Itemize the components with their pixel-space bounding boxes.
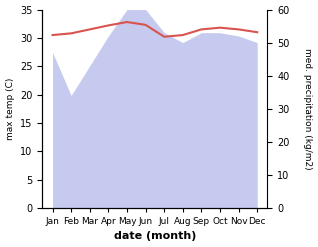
Y-axis label: med. precipitation (kg/m2): med. precipitation (kg/m2) [303, 48, 313, 169]
Y-axis label: max temp (C): max temp (C) [5, 78, 15, 140]
X-axis label: date (month): date (month) [114, 231, 196, 242]
